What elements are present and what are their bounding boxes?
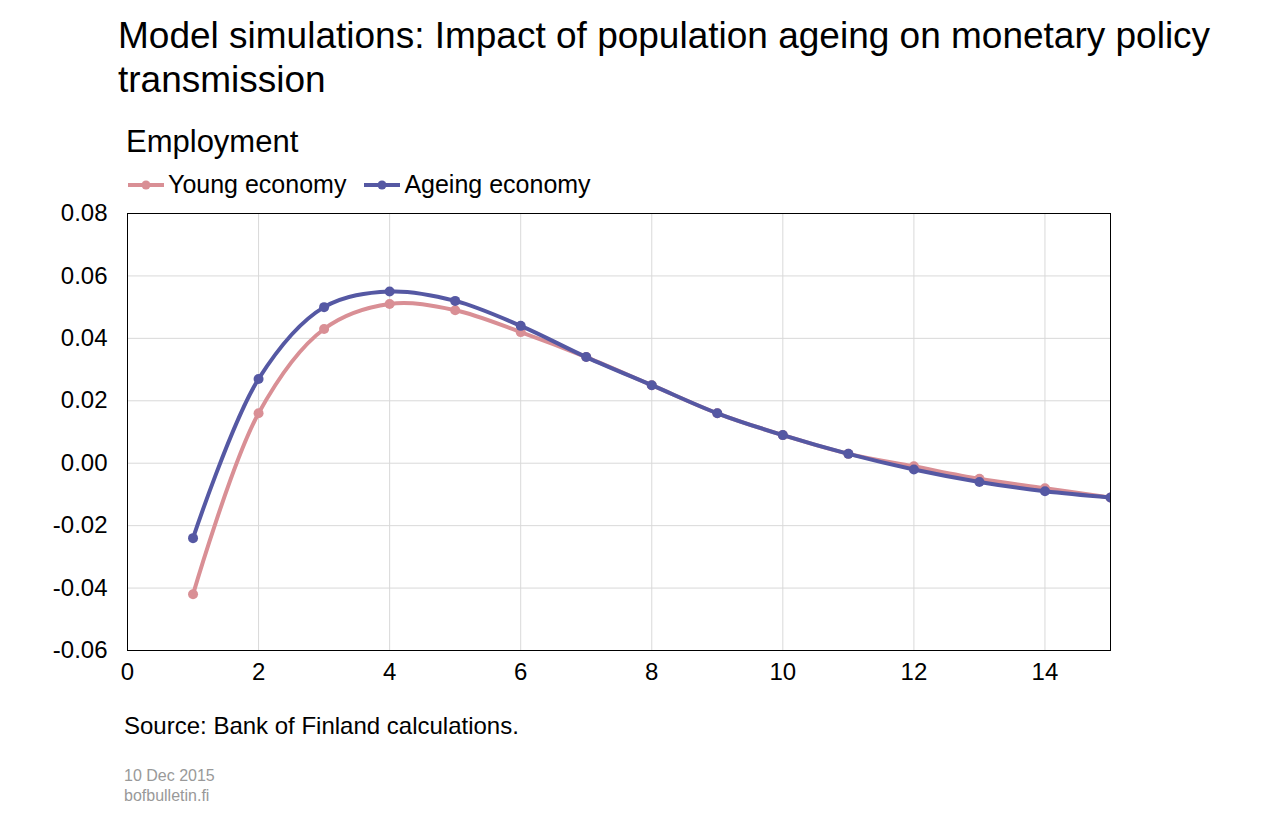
html-text:Young economy: Young economy	[168, 170, 347, 198]
svg-text:10: 10	[769, 658, 796, 685]
svg-text:2: 2	[252, 658, 265, 685]
html-text:Employment: Employment	[126, 124, 299, 159]
svg-text:-0.06: -0.06	[53, 636, 108, 663]
svg-text:0.02: 0.02	[61, 386, 108, 413]
svg-text:0: 0	[121, 658, 134, 685]
svg-text:4: 4	[383, 658, 396, 685]
svg-text:0.04: 0.04	[61, 324, 108, 351]
svg-text:0.06: 0.06	[61, 262, 108, 289]
svg-text:0.08: 0.08	[61, 200, 108, 226]
svg-text:0.00: 0.00	[61, 449, 108, 476]
svg-text:6: 6	[514, 658, 527, 685]
html-text:Model simulations: Impact of p: Model simulations: Impact of population …	[118, 15, 1211, 100]
svg-text:8: 8	[645, 658, 658, 685]
svg-text:12: 12	[901, 658, 928, 685]
html-text:10 Dec 2015: 10 Dec 2015	[124, 767, 215, 784]
svg-text:-0.04: -0.04	[53, 574, 108, 601]
svg-text:-0.02: -0.02	[53, 511, 108, 538]
html-text:Ageing economy: Ageing economy	[404, 170, 591, 198]
html-text:bofbulletin.fi: bofbulletin.fi	[124, 787, 210, 804]
svg-text:14: 14	[1032, 658, 1059, 685]
html-text:Source: Bank of Finland calcul: Source: Bank of Finland calculations.	[124, 712, 519, 739]
